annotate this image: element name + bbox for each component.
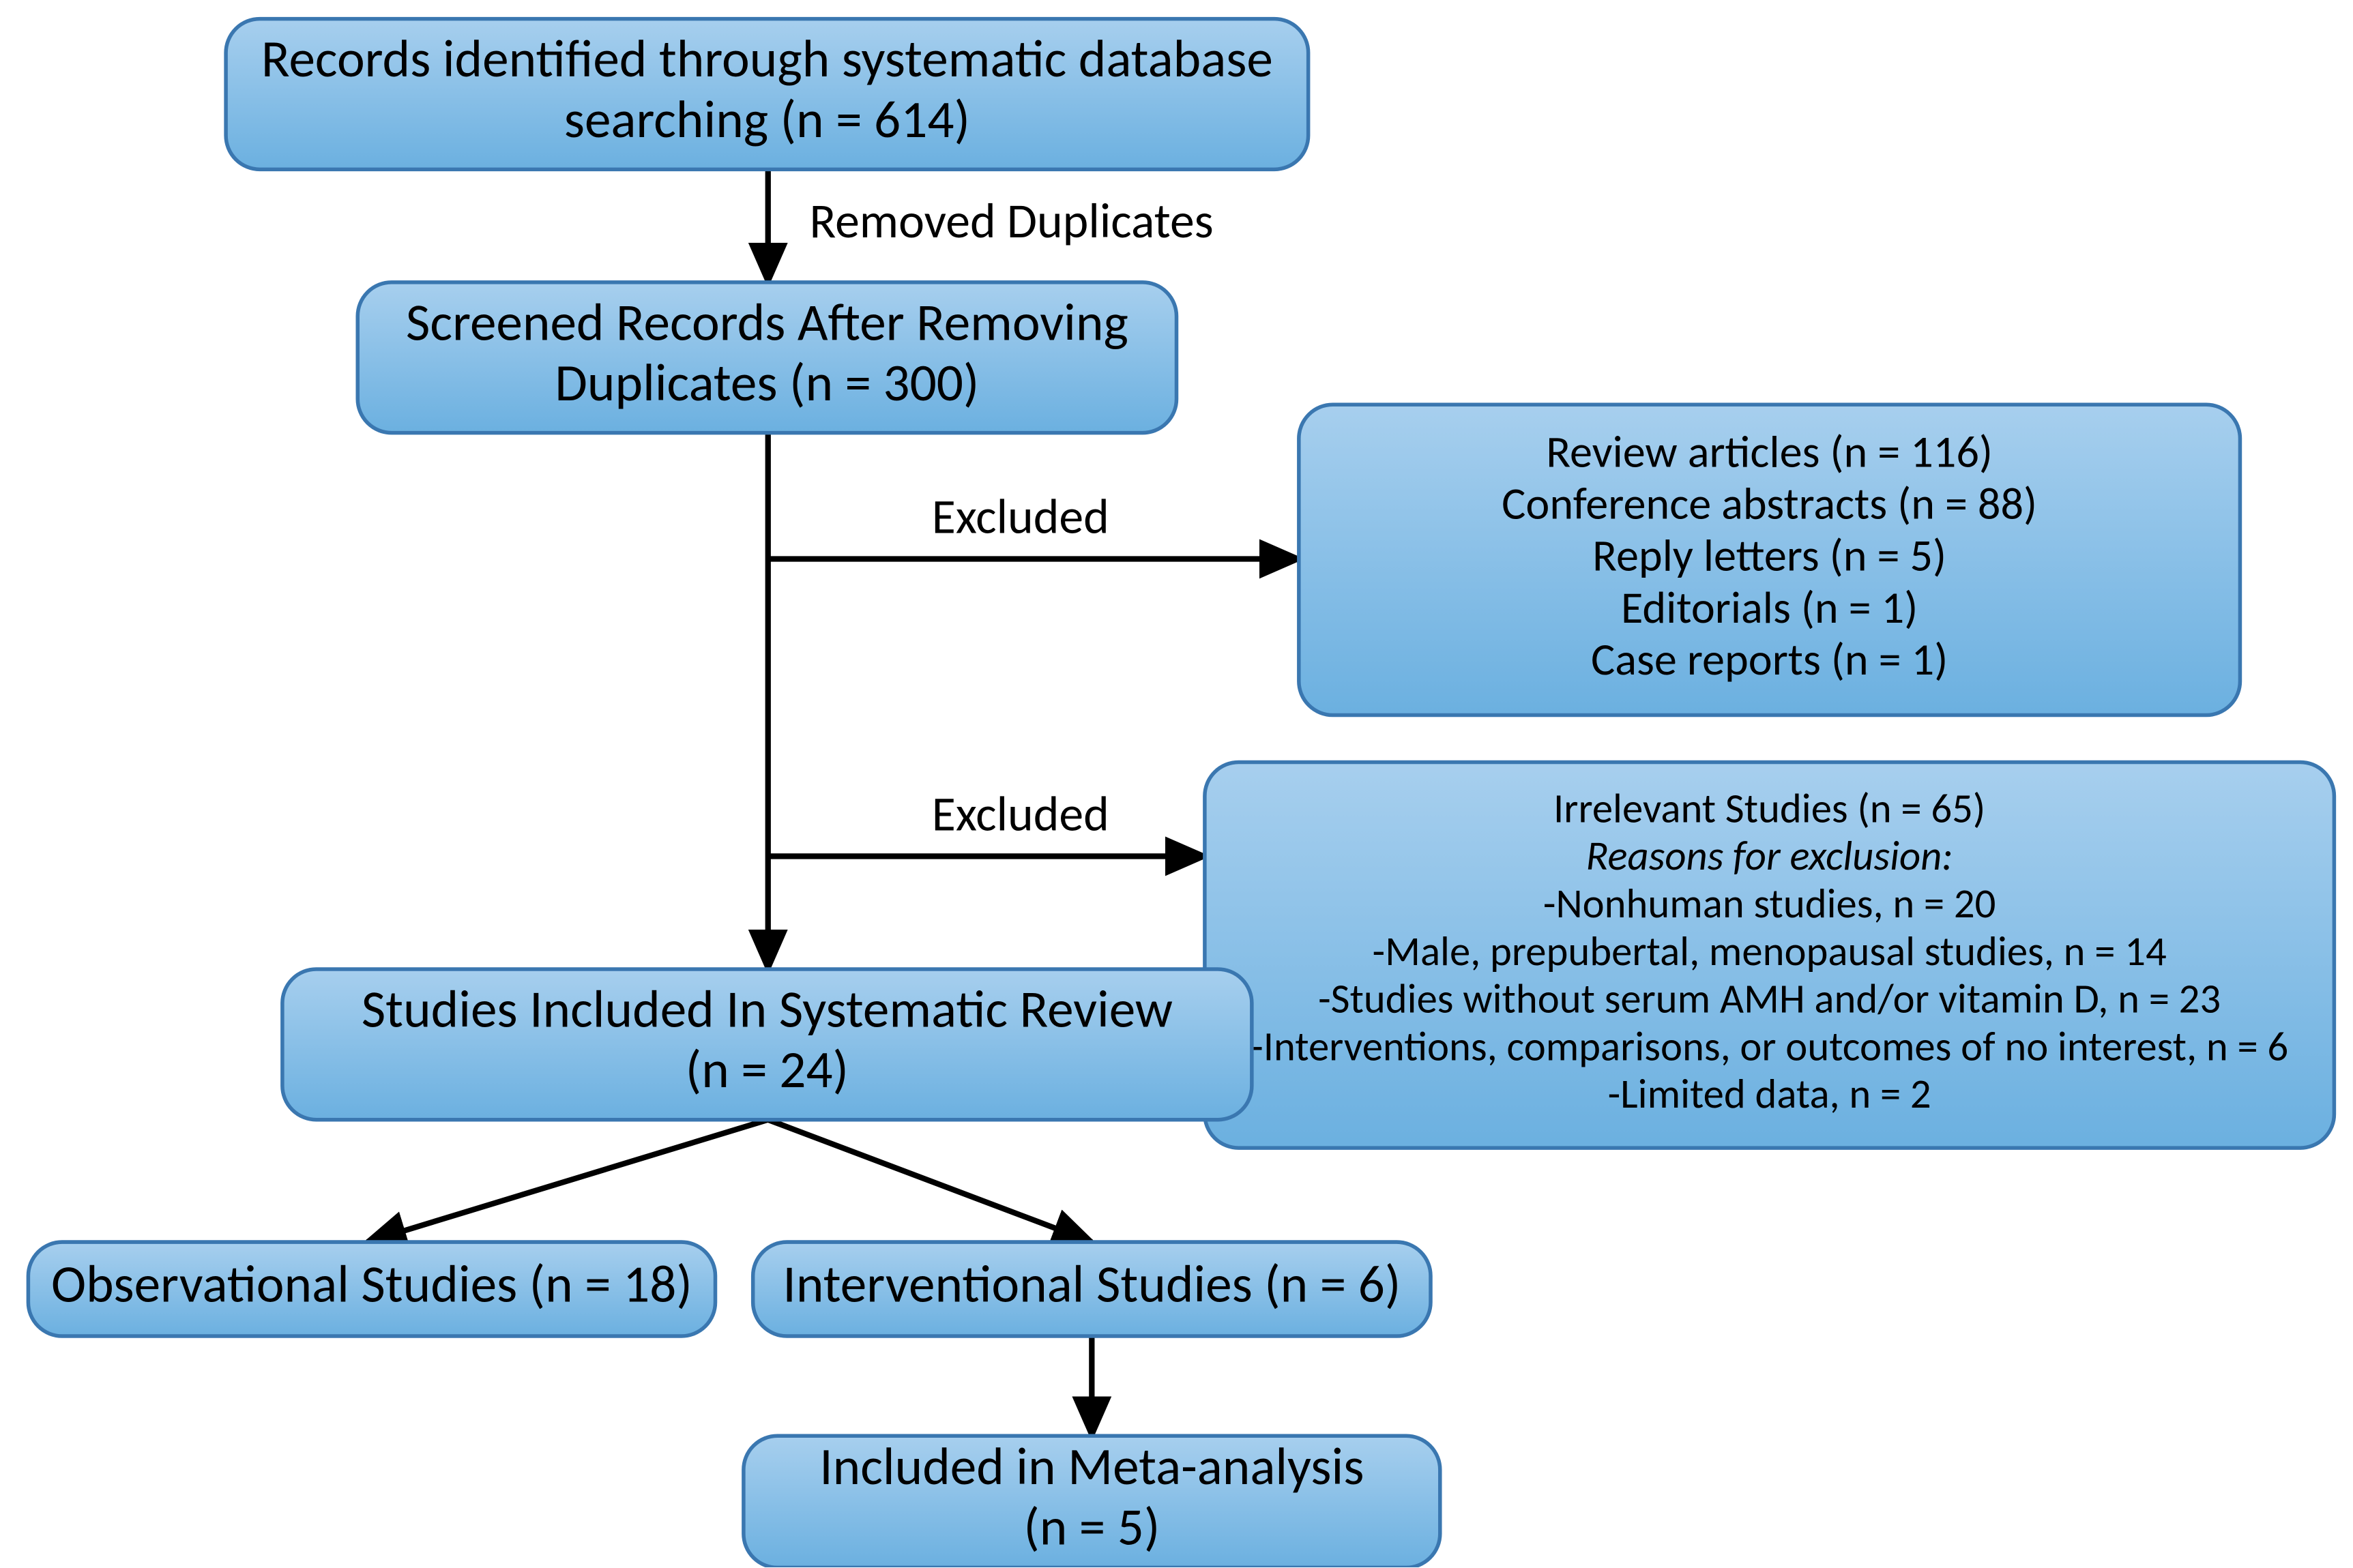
node-interventional: Interventional Studies (n = 6)	[753, 1242, 1431, 1336]
node-screened-line-1: Duplicates (n = 300)	[555, 350, 979, 415]
node-interventional-line-0: Interventional Studies (n = 6)	[783, 1251, 1401, 1316]
node-excluded1-line-2: Reply letters (n = 5)	[1592, 528, 1946, 583]
node-included_sr-line-1: (n = 24)	[686, 1037, 849, 1101]
flowchart-canvas: Removed Duplicates Excluded Excluded Recor…	[0, 0, 2353, 1567]
edge-0: Removed Duplicates	[768, 169, 1214, 282]
edge-label-3: Excluded	[932, 784, 1109, 844]
node-screened-line-0: Screened Records After Removing	[406, 289, 1128, 354]
node-excluded1-line-0: Review articles (n = 116)	[1546, 424, 1993, 479]
edge-label-0: Removed Duplicates	[809, 192, 1213, 251]
node-excluded2-line-6: -Limited data, n = 2	[1608, 1069, 1931, 1119]
node-excluded2-line-5: -Interventions, comparisons, or outcomes…	[1251, 1021, 2288, 1071]
node-excluded1: Review articles (n = 116)Conference abst…	[1299, 404, 2240, 715]
node-excluded1-line-3: Editorials (n = 1)	[1621, 580, 1918, 635]
node-meta: Included in Meta-analysis(n = 5)	[744, 1434, 1440, 1568]
node-included_sr: Studies Included In Systematic Review(n …	[282, 969, 1252, 1120]
node-observational: Observational Studies (n = 18)	[28, 1242, 715, 1336]
node-identified: Records identified through systematic da…	[226, 19, 1309, 170]
node-excluded2-line-4: -Studies without serum AMH and/or vitami…	[1318, 974, 2221, 1024]
node-excluded2-line-1: Reasons for exclusion:	[1586, 831, 1953, 881]
node-excluded1-line-1: Conference abstracts (n = 88)	[1502, 476, 2037, 531]
node-excluded2-line-0: Irrelevant Studies (n = 65)	[1553, 783, 1985, 833]
node-meta-line-1: (n = 5)	[1023, 1494, 1160, 1559]
node-identified-line-1: searching (n = 614)	[564, 87, 970, 151]
node-excluded2: Irrelevant Studies (n = 65)Reasons for e…	[1205, 762, 2335, 1148]
edge-3: Excluded	[768, 784, 1205, 856]
node-meta-line-0: Included in Meta-analysis	[819, 1434, 1364, 1498]
node-identified-line-0: Records identified through systematic da…	[261, 26, 1273, 91]
node-included_sr-line-0: Studies Included In Systematic Review	[362, 976, 1173, 1041]
node-excluded2-line-3: -Male, prepubertal, menopausal studies, …	[1373, 926, 2167, 977]
node-excluded1-line-4: Case reports (n = 1)	[1591, 632, 1948, 687]
edge-label-2: Excluded	[932, 487, 1109, 546]
node-excluded2-line-2: -Nonhuman studies, n = 20	[1543, 878, 1996, 929]
node-screened: Screened Records After RemovingDuplicate…	[357, 282, 1176, 433]
edge-2: Excluded	[768, 487, 1299, 559]
edge-4	[367, 1120, 768, 1242]
node-observational-line-0: Observational Studies (n = 18)	[51, 1251, 692, 1316]
edge-5	[768, 1120, 1092, 1242]
